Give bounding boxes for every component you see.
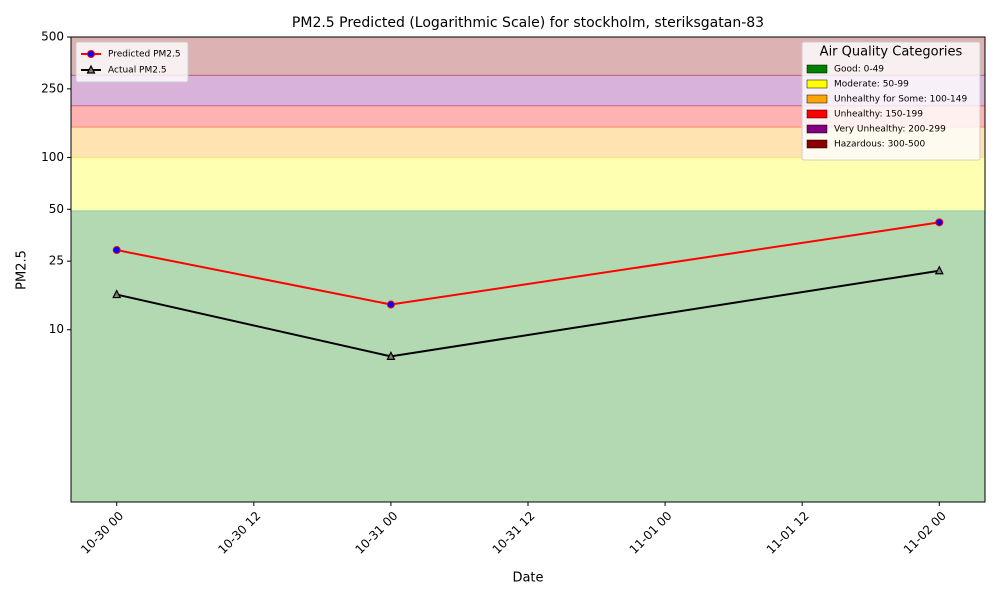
data-point <box>112 246 121 255</box>
data-point <box>935 218 944 227</box>
chart-title: PM2.5 Predicted (Logarithmic Scale) for … <box>292 15 764 31</box>
legend-label: Unhealthy: 150-199 <box>834 110 923 120</box>
legend-label: Good: 0-49 <box>834 65 884 75</box>
legend-label: Very Unhealthy: 200-299 <box>834 125 946 135</box>
legend-swatch <box>806 79 828 89</box>
x-tick-label: 10-30 12 <box>215 509 263 557</box>
legend-label: Hazardous: 300-500 <box>834 140 925 150</box>
legend-label: Unhealthy for Some: 100-149 <box>834 95 967 105</box>
y-tick-label: 500 <box>41 30 64 44</box>
legend-swatch <box>806 124 828 134</box>
x-tick-label: 10-31 12 <box>490 509 538 557</box>
data-point <box>86 64 96 74</box>
y-axis-label: PM2.5 <box>15 250 30 290</box>
legend-swatch <box>806 139 828 149</box>
data-point <box>112 289 122 299</box>
y-tick-label: 10 <box>49 322 64 336</box>
x-tick-label: 10-30 00 <box>78 509 126 557</box>
category-band <box>70 157 986 210</box>
legend-label: Predicted PM2.5 <box>108 50 181 60</box>
y-tick-label: 50 <box>49 202 64 216</box>
legend-swatch <box>806 64 828 74</box>
data-point <box>386 300 395 309</box>
data-point <box>87 50 95 58</box>
y-tick-label: 100 <box>41 150 64 164</box>
data-point <box>934 265 944 275</box>
legend-swatch <box>806 109 828 119</box>
data-point <box>386 351 396 360</box>
legend-label: Actual PM2.5 <box>108 66 167 76</box>
legend-label: Moderate: 50-99 <box>834 80 909 90</box>
y-tick-label: 250 <box>41 81 64 95</box>
plot-frame <box>70 36 986 503</box>
x-axis-label: Date <box>512 571 543 586</box>
x-tick-label: 11-01 00 <box>627 509 675 557</box>
legend-box <box>801 41 981 161</box>
legend-swatch <box>806 94 828 104</box>
x-tick-label: 10-31 00 <box>352 509 400 557</box>
category-band <box>70 210 986 503</box>
x-tick-label: 11-02 00 <box>901 509 949 557</box>
legend-title: Air Quality Categories <box>820 45 963 60</box>
y-tick-label: 25 <box>49 254 64 268</box>
legend-box <box>75 41 189 83</box>
x-tick-label: 11-01 12 <box>764 509 812 557</box>
